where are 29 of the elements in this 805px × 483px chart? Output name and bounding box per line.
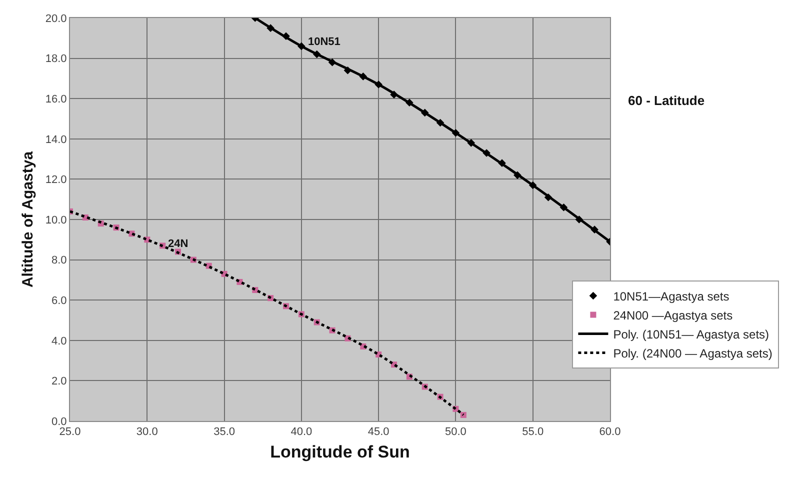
annotation: 24N bbox=[168, 238, 188, 250]
x-tick-label: 25.0 bbox=[59, 426, 81, 438]
y-axis-title: Altitude of Agastya bbox=[20, 150, 37, 288]
y-tick-label: 12.0 bbox=[45, 174, 67, 186]
y-tick-label: 18.0 bbox=[45, 53, 67, 66]
y-tick-label: 2.0 bbox=[52, 376, 67, 388]
legend-label: Poly. (24N00 — Agastya sets) bbox=[613, 346, 772, 360]
y-tick-label: 10.0 bbox=[45, 214, 67, 226]
x-tick-label: 35.0 bbox=[214, 426, 235, 438]
y-tick-label: 20.0 bbox=[45, 12, 67, 25]
x-tick-label: 55.0 bbox=[522, 426, 544, 438]
y-tick-label: 14.0 bbox=[45, 134, 67, 146]
y-tick-label: 6.0 bbox=[52, 294, 67, 307]
legend-label: 10N51—Agastya sets bbox=[613, 289, 730, 304]
x-tick-label: 50.0 bbox=[445, 426, 466, 438]
x-tick-label: 30.0 bbox=[136, 426, 158, 438]
y-tick-label: 8.0 bbox=[52, 254, 67, 267]
y-tick-label: 16.0 bbox=[45, 93, 67, 106]
x-tick-label: 45.0 bbox=[368, 426, 390, 438]
x-tick-label: 40.0 bbox=[290, 426, 312, 438]
y-tick-label: 0.0 bbox=[52, 416, 67, 428]
annotation: 10N51 bbox=[308, 36, 340, 48]
x-axis-title: Longitude of Sun bbox=[270, 442, 410, 462]
text: 60 - Latitude bbox=[628, 93, 705, 108]
legend-label: 24N00 —Agastya sets bbox=[613, 308, 733, 322]
point bbox=[460, 412, 466, 418]
y-tick-label: 4.0 bbox=[52, 335, 67, 348]
x-tick-label: 60.0 bbox=[599, 426, 621, 438]
legend-label: Poly. (10N51— Agastya sets) bbox=[613, 327, 770, 342]
